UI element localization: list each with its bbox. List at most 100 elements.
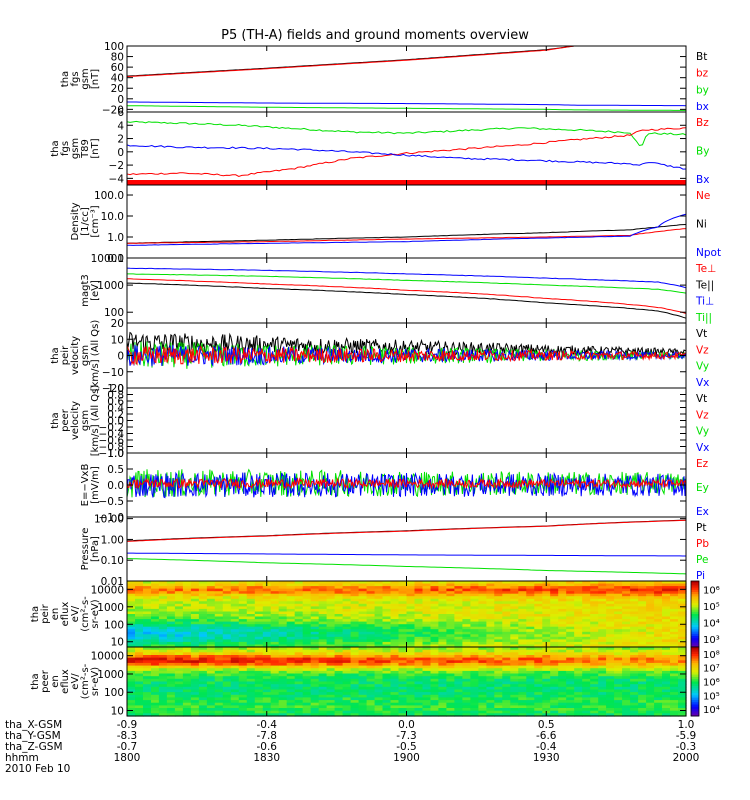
colorbar-segment bbox=[691, 670, 699, 673]
spectrogram-cell bbox=[366, 634, 376, 638]
spectrogram-cell bbox=[151, 649, 160, 653]
spectrogram-cell bbox=[230, 621, 240, 625]
spectrogram-cell bbox=[198, 596, 208, 600]
spectrogram-cell bbox=[630, 611, 639, 615]
spectrogram-cell bbox=[158, 692, 168, 696]
spectrogram-cell bbox=[286, 601, 296, 605]
spectrogram-cell bbox=[198, 697, 208, 701]
spectrogram-cell bbox=[638, 581, 647, 585]
spectrogram-cell bbox=[646, 629, 655, 633]
spectrogram-cell bbox=[278, 700, 288, 704]
y-axis-label: gsm bbox=[80, 345, 91, 366]
spectrogram-cell bbox=[502, 660, 511, 664]
panel-7 bbox=[126, 452, 687, 518]
spectrogram-cell bbox=[310, 588, 320, 592]
spectrogram-cell bbox=[646, 636, 655, 640]
spectrogram-cell bbox=[190, 670, 200, 675]
spectrogram-cell bbox=[190, 634, 200, 638]
spectrogram-cell bbox=[374, 670, 384, 675]
spectrogram-cell bbox=[622, 593, 631, 597]
spectrogram-cell bbox=[566, 705, 575, 709]
spectrogram-cell bbox=[630, 601, 639, 605]
spectrogram-cell bbox=[190, 649, 200, 653]
spectrogram-cell bbox=[606, 652, 615, 656]
spectrogram-cell bbox=[614, 655, 623, 659]
spectrogram-cell bbox=[494, 591, 503, 595]
spectrogram-cell bbox=[127, 608, 136, 612]
spectrogram-cell bbox=[550, 673, 559, 677]
spectrogram-cell bbox=[526, 657, 535, 661]
spectrogram-cell bbox=[334, 692, 344, 696]
spectrogram-cell bbox=[414, 681, 424, 685]
spectrogram-cell bbox=[598, 652, 607, 656]
spectrogram-cell bbox=[158, 608, 168, 612]
spectrogram-cell bbox=[534, 636, 543, 640]
spectrogram-cell bbox=[550, 641, 559, 645]
spectrogram-cell bbox=[454, 684, 463, 688]
spectrogram-cell bbox=[286, 629, 296, 633]
spectrogram-cell bbox=[478, 710, 487, 714]
spectrogram-cell bbox=[151, 606, 160, 610]
spectrogram-cell bbox=[646, 606, 655, 610]
spectrogram-cell bbox=[278, 647, 288, 651]
spectrogram-cell bbox=[534, 676, 543, 680]
spectrogram-cell bbox=[478, 631, 487, 635]
spectrogram-cell bbox=[238, 629, 248, 633]
colorbar-label: 10⁶ bbox=[703, 678, 720, 689]
spectrogram-cell bbox=[270, 611, 280, 615]
spectrogram-cell bbox=[158, 657, 168, 661]
spectrogram-cell bbox=[270, 593, 280, 597]
spectrogram-cell bbox=[574, 652, 583, 656]
spectrogram-cell bbox=[454, 710, 463, 714]
spectrogram-cell bbox=[174, 629, 184, 633]
spectrogram-cell bbox=[478, 608, 487, 612]
spectrogram-cell bbox=[510, 692, 519, 696]
spectrogram-cell bbox=[398, 678, 408, 683]
spectrogram-cell bbox=[478, 603, 487, 607]
spectrogram-cell bbox=[606, 629, 615, 633]
spectrogram-cell bbox=[486, 621, 495, 625]
spectrogram-cell bbox=[158, 681, 168, 685]
spectrogram-cell bbox=[678, 598, 687, 602]
spectrogram-cell bbox=[534, 662, 543, 667]
spectrogram-cell bbox=[358, 626, 368, 630]
spectrogram-cell bbox=[590, 588, 599, 592]
spectrogram-cell bbox=[462, 681, 471, 685]
spectrogram-cell bbox=[478, 694, 487, 699]
spectrogram-cell bbox=[214, 631, 224, 635]
spectrogram-cell bbox=[406, 588, 416, 592]
spectrogram-cell bbox=[478, 660, 487, 664]
spectrogram-cell bbox=[374, 710, 384, 714]
spectrogram-cell bbox=[143, 601, 152, 605]
spectrogram-cell bbox=[582, 684, 591, 688]
spectrogram-cell bbox=[534, 611, 543, 615]
spectrogram-cell bbox=[286, 660, 296, 664]
colorbar-segment bbox=[691, 704, 699, 708]
spectrogram-cell bbox=[518, 710, 527, 714]
spectrogram-cell bbox=[246, 634, 256, 638]
spectrogram-cell bbox=[654, 681, 663, 685]
spectrogram-cell bbox=[486, 586, 495, 590]
spectrogram-cell bbox=[454, 705, 463, 709]
spectrogram-cell bbox=[558, 641, 567, 645]
spectrogram-cell bbox=[534, 665, 543, 669]
spectrogram-cell bbox=[366, 581, 376, 585]
spectrogram-cell bbox=[302, 660, 312, 664]
spectrogram-cell bbox=[158, 601, 168, 605]
spectrogram-cell bbox=[398, 636, 408, 640]
spectrogram-cell bbox=[598, 660, 607, 664]
spectrogram-cell bbox=[582, 603, 591, 607]
spectrogram-cell bbox=[398, 614, 408, 618]
spectrogram-cell bbox=[143, 647, 152, 651]
spectrogram-cell bbox=[238, 608, 248, 612]
spectrogram-cell bbox=[654, 614, 663, 618]
colorbar-segment bbox=[691, 605, 699, 608]
spectrogram-cell bbox=[638, 619, 647, 623]
spectrogram-cell bbox=[614, 649, 623, 653]
spectrogram-cell bbox=[598, 619, 607, 623]
y-axis-label: tha bbox=[30, 606, 41, 622]
spectrogram-cell bbox=[414, 624, 424, 628]
spectrogram-cell bbox=[406, 603, 416, 607]
spectrogram-cell bbox=[286, 710, 296, 714]
spectrogram-cell bbox=[230, 710, 240, 714]
